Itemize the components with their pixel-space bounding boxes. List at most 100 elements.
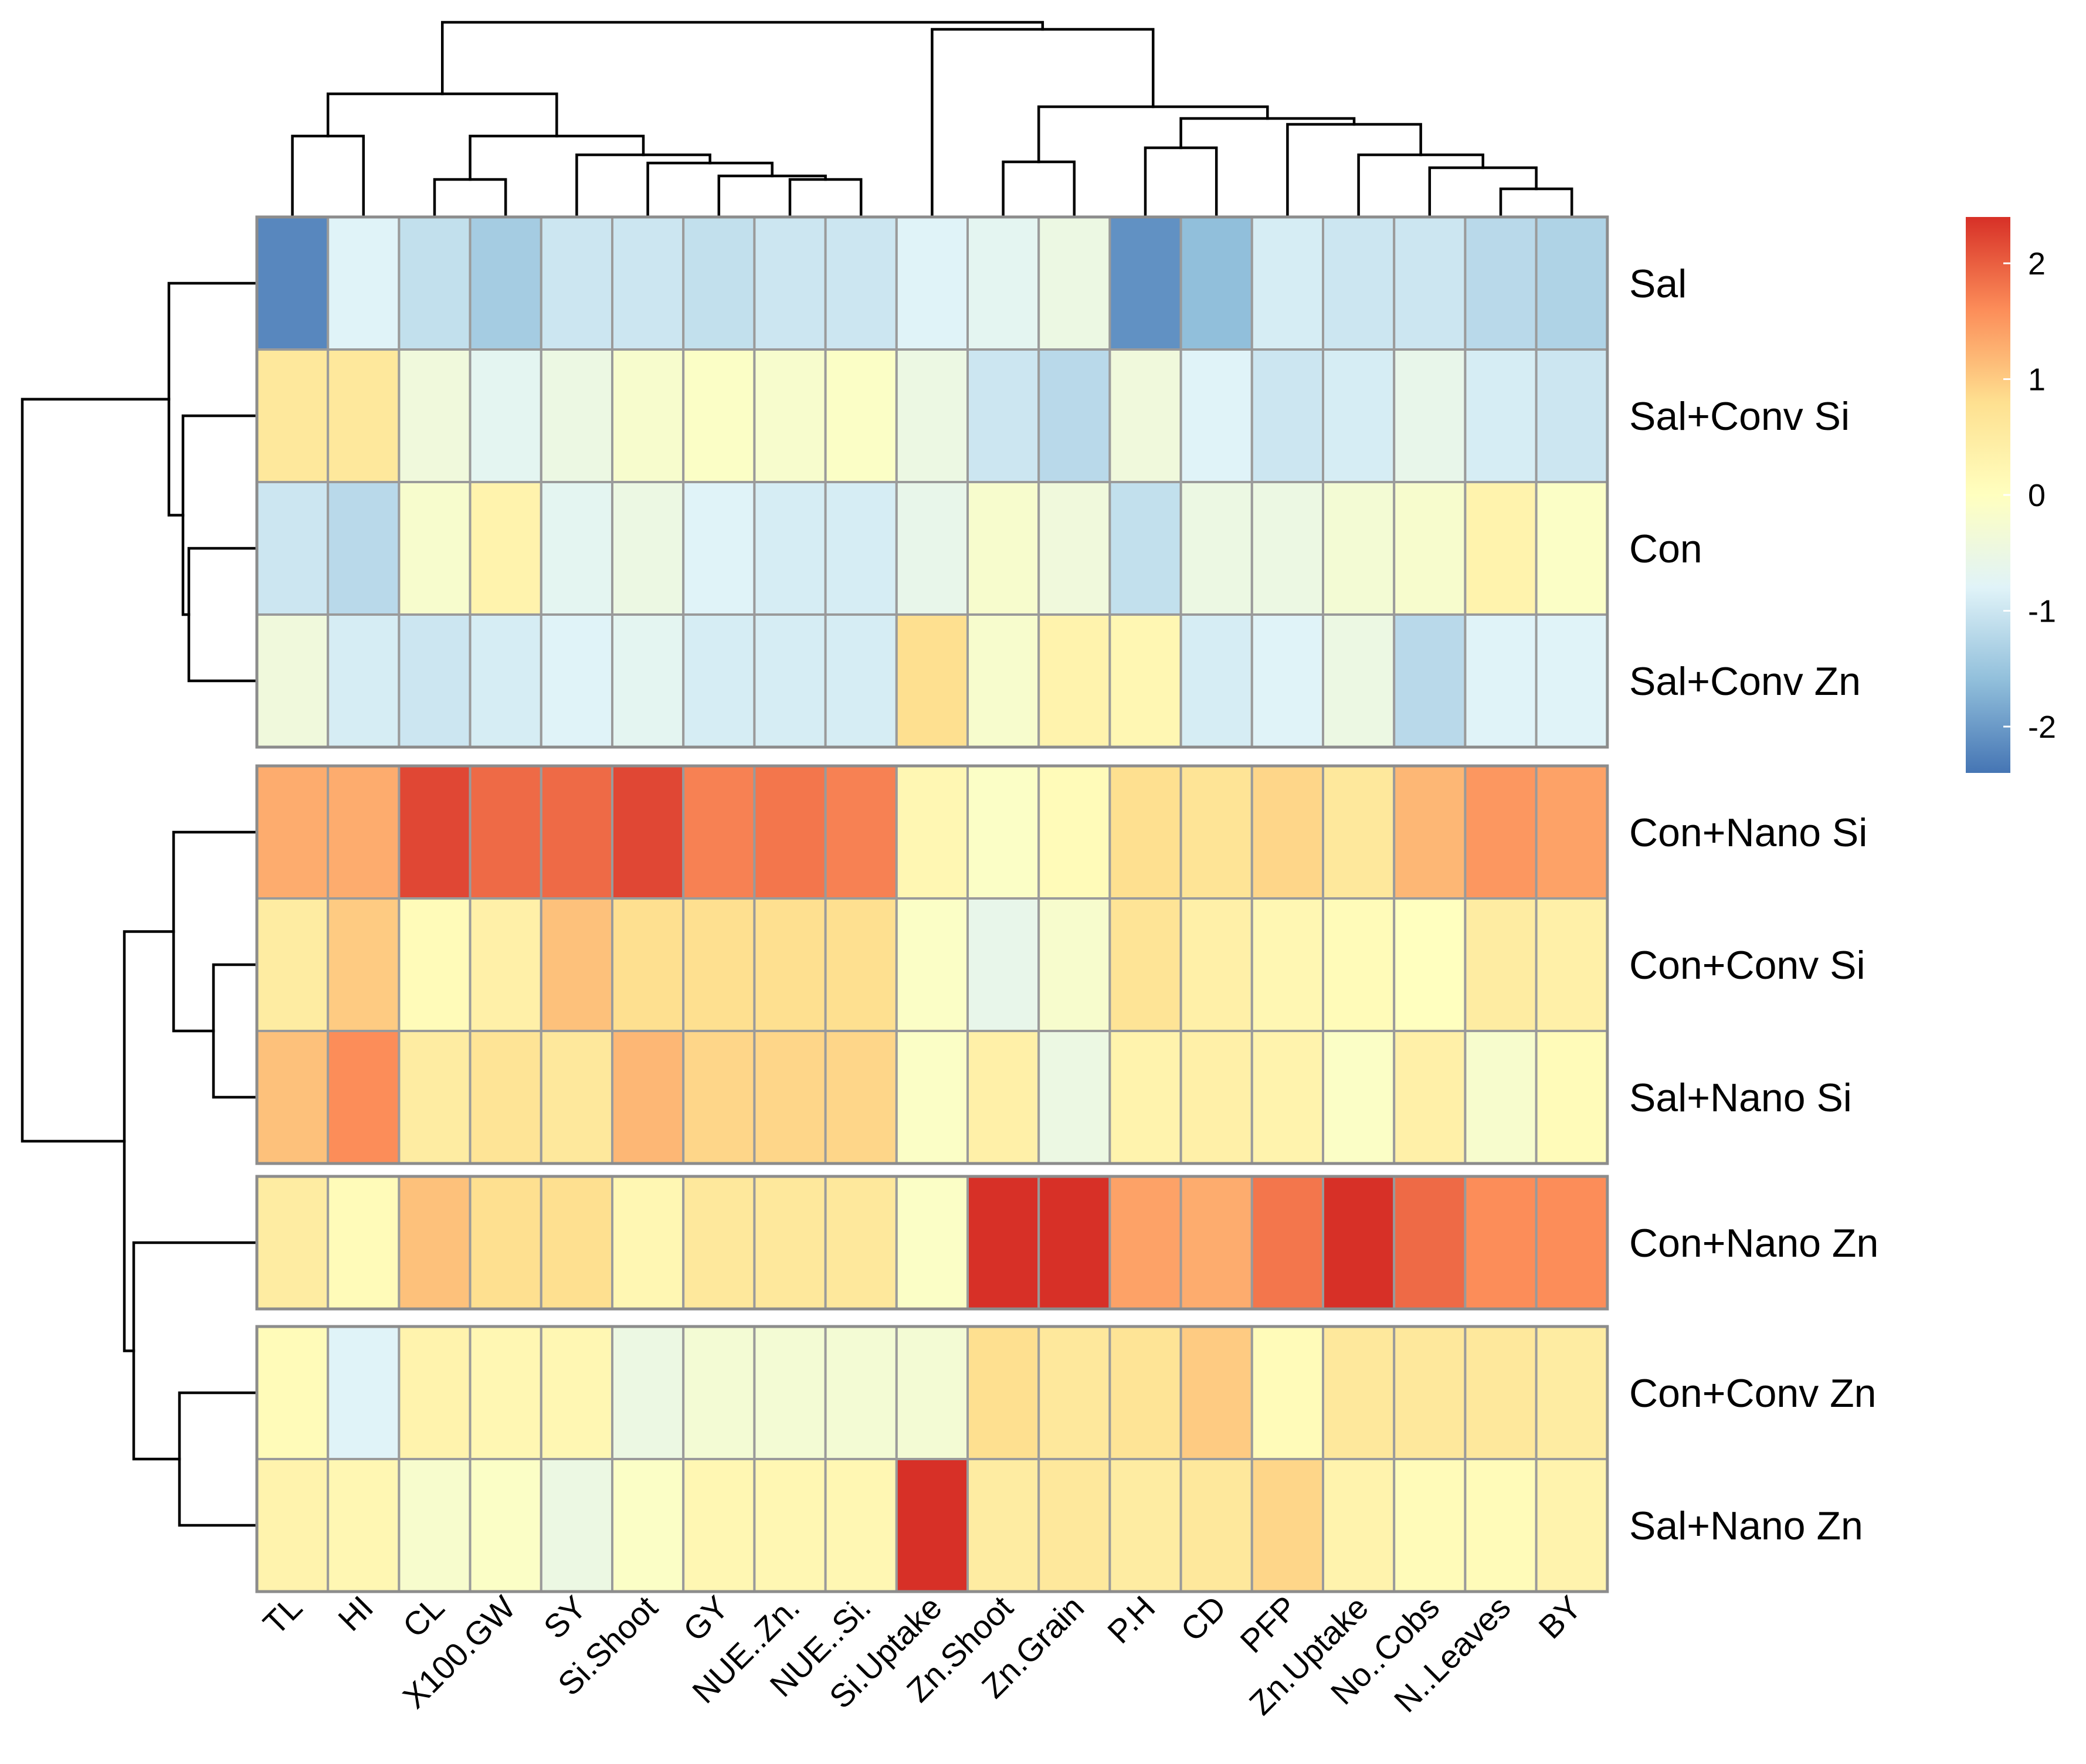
column-dendrogram-branch bbox=[433, 178, 507, 219]
heatmap-cell bbox=[1179, 1175, 1253, 1310]
heatmap-cell bbox=[1464, 216, 1538, 351]
heatmap-cell bbox=[1179, 1325, 1253, 1460]
column-label: TL bbox=[256, 1589, 309, 1642]
heatmap-cell bbox=[1535, 897, 1609, 1032]
row-dendrogram-branch bbox=[187, 547, 259, 683]
row-label: Sal+Conv Si bbox=[1629, 394, 1850, 439]
heatmap-cell bbox=[824, 1458, 898, 1593]
heatmap-cell bbox=[1037, 1030, 1111, 1165]
column-dendrogram-branch bbox=[1144, 146, 1218, 219]
heatmap-cell bbox=[966, 1175, 1040, 1310]
row-dendrogram bbox=[21, 281, 259, 1527]
heatmap-cell bbox=[1535, 1325, 1609, 1460]
heatmap-cell bbox=[611, 897, 685, 1032]
heatmap-cell bbox=[1464, 481, 1538, 616]
heatmap-cell bbox=[1535, 1030, 1609, 1165]
heatmap-cell bbox=[824, 1325, 898, 1460]
heatmap-cell bbox=[540, 613, 613, 748]
column-dendrogram-branch bbox=[469, 134, 645, 181]
row-label: Con+Conv Si bbox=[1629, 943, 1865, 988]
heatmap-cell bbox=[469, 613, 542, 748]
heatmap-cell bbox=[1250, 765, 1325, 900]
heatmap-cell bbox=[753, 1458, 827, 1593]
column-dendrogram-branch bbox=[717, 174, 827, 219]
heatmap-cell bbox=[1322, 765, 1396, 900]
heatmap-cell bbox=[1108, 348, 1182, 483]
column-dendrogram-branch bbox=[931, 28, 1155, 219]
heatmap-cell bbox=[611, 1325, 685, 1460]
heatmap-cell bbox=[1108, 1458, 1182, 1593]
column-dendrogram bbox=[291, 21, 1573, 219]
heatmap-cell bbox=[327, 613, 401, 748]
heatmap-cell bbox=[1322, 1030, 1396, 1165]
heatmap-cell bbox=[1037, 481, 1111, 616]
heatmap-cell bbox=[611, 481, 685, 616]
heatmap-cell bbox=[398, 897, 472, 1032]
column-label: CD bbox=[1173, 1589, 1233, 1648]
column-label: SY bbox=[537, 1589, 593, 1646]
heatmap-cell bbox=[1393, 481, 1467, 616]
heatmap-cell bbox=[1464, 348, 1538, 483]
heatmap-cell bbox=[540, 1175, 613, 1310]
heatmap-cell bbox=[256, 1030, 330, 1165]
heatmap-cell bbox=[895, 613, 969, 748]
heatmap-cell bbox=[1108, 481, 1182, 616]
heatmap-cell bbox=[469, 897, 542, 1032]
heatmap-cell bbox=[824, 348, 898, 483]
heatmap-cell bbox=[256, 348, 330, 483]
legend-color-bar bbox=[1966, 217, 2010, 773]
heatmap-cell bbox=[682, 1458, 756, 1593]
heatmap-cell bbox=[327, 348, 401, 483]
column-dendrogram-branch bbox=[1037, 105, 1269, 164]
heatmap-cell bbox=[327, 765, 401, 900]
row-dendrogram-branch bbox=[181, 414, 259, 616]
heatmap-cell bbox=[1108, 1325, 1182, 1460]
heatmap-cell bbox=[824, 765, 898, 900]
heatmap-cell bbox=[1464, 1030, 1538, 1165]
column-dendrogram-branch bbox=[291, 134, 365, 219]
heatmap-cell bbox=[1037, 897, 1111, 1032]
heatmap-cell bbox=[540, 348, 613, 483]
heatmap-cell bbox=[966, 1458, 1040, 1593]
heatmap-cell bbox=[327, 481, 401, 616]
heatmap-cell bbox=[327, 216, 401, 351]
heatmap-cell bbox=[1250, 1325, 1325, 1460]
heatmap-cell bbox=[1393, 613, 1467, 748]
heatmap-cell bbox=[895, 216, 969, 351]
heatmap-cell bbox=[966, 216, 1040, 351]
heatmap-cell bbox=[682, 613, 756, 748]
heatmap-cell bbox=[824, 481, 898, 616]
heatmap-cell bbox=[1179, 613, 1253, 748]
heatmap-cell bbox=[1250, 216, 1325, 351]
heatmap-cell bbox=[1108, 613, 1182, 748]
heatmap-cell bbox=[895, 1458, 969, 1593]
heatmap-cell bbox=[753, 897, 827, 1032]
heatmap-cell bbox=[1393, 348, 1467, 483]
heatmap-cell bbox=[1464, 765, 1538, 900]
heatmap-cell bbox=[1037, 1175, 1111, 1310]
heatmap-cell bbox=[398, 765, 472, 900]
heatmap-cell bbox=[753, 613, 827, 748]
row-dendrogram-branch bbox=[172, 830, 259, 1033]
heatmap-cell bbox=[540, 1458, 613, 1593]
heatmap-cell bbox=[682, 1325, 756, 1460]
heatmap-cell bbox=[1393, 216, 1467, 351]
column-label: CL bbox=[395, 1589, 451, 1644]
heatmap-cell bbox=[1535, 765, 1609, 900]
heatmap-cell bbox=[1108, 765, 1182, 900]
heatmap-cell bbox=[1464, 1325, 1538, 1460]
heatmap-cell bbox=[753, 216, 827, 351]
row-group-border bbox=[255, 1325, 1609, 1593]
legend-tick-label: -1 bbox=[2028, 594, 2056, 629]
heatmap-cell bbox=[895, 481, 969, 616]
heatmap-cell bbox=[1322, 1458, 1396, 1593]
heatmap-cell bbox=[966, 481, 1040, 616]
heatmap-cell bbox=[540, 1325, 613, 1460]
heatmap-cell bbox=[1322, 613, 1396, 748]
heatmap-cell bbox=[1250, 1030, 1325, 1165]
row-label: Sal+Nano Si bbox=[1629, 1076, 1852, 1120]
heatmap-cell bbox=[682, 1030, 756, 1165]
heatmap-cell bbox=[1322, 348, 1396, 483]
heatmap-cell bbox=[966, 1325, 1040, 1460]
